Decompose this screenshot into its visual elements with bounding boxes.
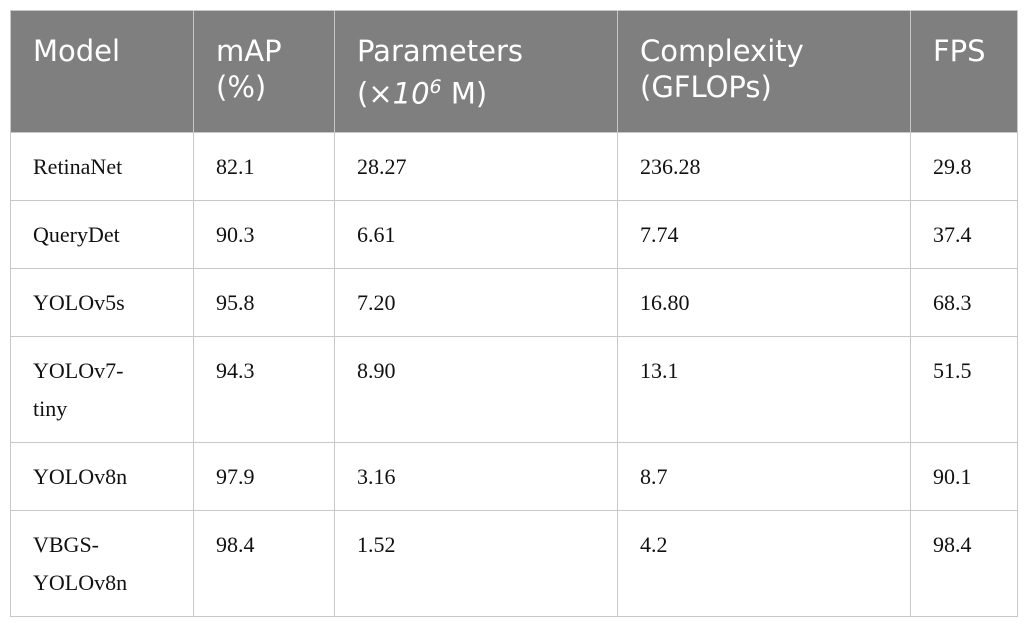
table-row: YOLOv5s 95.8 7.20 16.80 68.3 bbox=[10, 267, 1018, 337]
table-header: Model mAP (%) Parameters (×106 M) Complexit… bbox=[10, 10, 1018, 133]
table-cell: 97.9 bbox=[193, 441, 335, 511]
table-cell: 37.4 bbox=[910, 199, 1018, 269]
table-cell: RetinaNet bbox=[10, 131, 194, 201]
table-cell: 51.5 bbox=[910, 335, 1018, 443]
table-cell: 94.3 bbox=[193, 335, 335, 443]
table-cell: YOLOv7-tiny bbox=[10, 335, 194, 443]
header-text: M) bbox=[441, 76, 488, 111]
table-cell: 28.27 bbox=[334, 131, 618, 201]
table-row: QueryDet 90.3 6.61 7.74 37.4 bbox=[10, 199, 1018, 269]
table-cell: 29.8 bbox=[910, 131, 1018, 201]
table-cell: 13.1 bbox=[617, 335, 911, 443]
table-cell: 7.74 bbox=[617, 199, 911, 269]
table-cell: YOLOv5s bbox=[10, 267, 194, 337]
table-cell: QueryDet bbox=[10, 199, 194, 269]
header-row: Model mAP (%) Parameters (×106 M) Complexit… bbox=[10, 10, 1018, 133]
table-cell: 90.1 bbox=[910, 441, 1018, 511]
table-cell: 1.52 bbox=[334, 509, 618, 617]
header-cell: mAP (%) bbox=[193, 10, 335, 133]
table-row: RetinaNet 82.1 28.27 236.28 29.8 bbox=[10, 131, 1018, 201]
table-cell: 95.8 bbox=[193, 267, 335, 337]
table-cell: 8.7 bbox=[617, 441, 911, 511]
table-cell: 6.61 bbox=[334, 199, 618, 269]
header-text: Parameters (× bbox=[357, 34, 523, 111]
header-cell: Model bbox=[10, 10, 194, 133]
header-cell: FPS bbox=[910, 10, 1018, 133]
table-cell: 98.4 bbox=[910, 509, 1018, 617]
table-cell: YOLOv8n bbox=[10, 441, 194, 511]
table-cell: 90.3 bbox=[193, 199, 335, 269]
table-cell: VBGS-YOLOv8n bbox=[10, 509, 194, 617]
table-cell: 98.4 bbox=[193, 509, 335, 617]
header-cell: Parameters (×106 M) bbox=[334, 10, 618, 133]
table-row: VBGS-YOLOv8n 98.4 1.52 4.2 98.4 bbox=[10, 509, 1018, 617]
table-row: YOLOv8n 97.9 3.16 8.7 90.1 bbox=[10, 441, 1018, 511]
header-exponent: 6 bbox=[429, 76, 442, 98]
table-cell: 82.1 bbox=[193, 131, 335, 201]
table-cell: 4.2 bbox=[617, 509, 911, 617]
table-row: YOLOv7-tiny 94.3 8.90 13.1 51.5 bbox=[10, 335, 1018, 443]
table-body: RetinaNet 82.1 28.27 236.28 29.8 QueryDet 90.3… bbox=[10, 131, 1018, 617]
table-cell: 68.3 bbox=[910, 267, 1018, 337]
table-cell: 236.28 bbox=[617, 131, 911, 201]
header-cell: Complexity (GFLOPs) bbox=[617, 10, 911, 133]
table-cell: 7.20 bbox=[334, 267, 618, 337]
table-cell: 16.80 bbox=[617, 267, 911, 337]
table-cell: 3.16 bbox=[334, 441, 618, 511]
data-table: Model mAP (%) Parameters (×106 M) Complexit… bbox=[10, 10, 1018, 617]
table-cell: 8.90 bbox=[334, 335, 618, 443]
header-base: 10 bbox=[392, 76, 430, 111]
